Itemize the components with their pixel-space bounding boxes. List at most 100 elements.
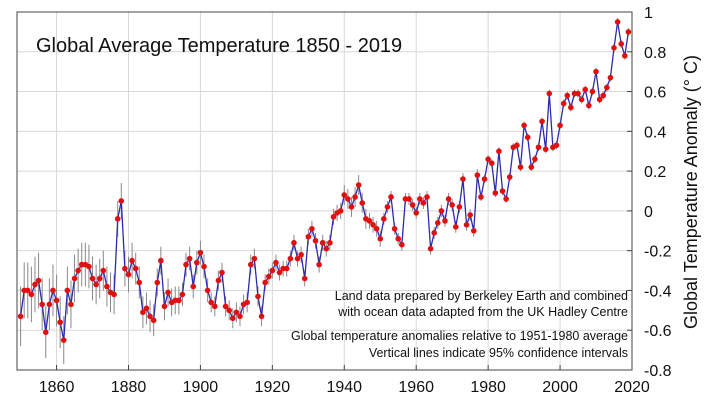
x-tick-label: 1940 — [326, 379, 362, 396]
data-point — [75, 267, 81, 274]
data-point — [197, 249, 204, 256]
data-point — [391, 225, 398, 232]
data-point — [316, 261, 322, 268]
data-point — [532, 156, 538, 162]
data-point — [355, 182, 362, 188]
data-point — [528, 164, 535, 170]
data-point — [406, 196, 412, 202]
data-point — [64, 287, 71, 294]
data-point — [50, 287, 56, 294]
data-point — [39, 301, 45, 308]
data-point — [179, 291, 186, 298]
data-point — [438, 208, 445, 214]
data-point — [68, 301, 74, 308]
data-point — [341, 192, 348, 198]
data-point — [481, 176, 488, 182]
data-point — [452, 224, 459, 230]
data-point — [470, 227, 477, 234]
data-point — [535, 144, 542, 151]
annotation-line-3: Global temperature anomalies relative to… — [291, 329, 628, 343]
data-point — [42, 329, 49, 336]
data-point — [345, 196, 351, 202]
data-point — [596, 96, 603, 103]
data-point — [607, 74, 614, 81]
y-tick-label: -0.4 — [644, 283, 672, 300]
data-point — [506, 174, 513, 180]
data-point — [118, 198, 125, 204]
data-point — [71, 275, 78, 282]
data-point — [352, 194, 358, 200]
data-point — [305, 233, 312, 240]
data-point — [301, 275, 308, 282]
data-point — [244, 299, 250, 306]
data-point — [427, 245, 434, 252]
y-tick-label: 1 — [644, 5, 653, 22]
data-point — [114, 216, 121, 222]
data-point — [330, 214, 337, 220]
data-point — [417, 196, 423, 202]
x-tick-label: 1860 — [39, 379, 75, 396]
data-point — [186, 255, 193, 262]
data-point — [183, 261, 189, 268]
data-point — [233, 309, 240, 316]
data-point — [251, 255, 258, 262]
data-point — [273, 259, 279, 266]
data-point — [381, 216, 387, 222]
data-point — [57, 319, 63, 326]
data-point — [291, 239, 297, 246]
data-point — [409, 202, 416, 208]
data-point — [190, 283, 197, 290]
data-point — [524, 134, 531, 141]
data-point — [158, 257, 164, 264]
data-point — [294, 255, 301, 262]
data-point — [445, 196, 452, 202]
y-tick-label: -0.2 — [644, 244, 672, 261]
data-point — [208, 299, 215, 306]
x-tick-label: 1960 — [398, 379, 434, 396]
data-point — [53, 297, 60, 304]
data-point — [366, 218, 373, 224]
data-point — [323, 245, 330, 252]
y-axis-label: Global Temperature Anomaly (° C) — [681, 55, 701, 329]
data-point — [147, 313, 153, 320]
x-tick-label: 1980 — [470, 379, 506, 396]
data-point — [212, 303, 218, 310]
data-point — [499, 188, 506, 194]
data-point — [104, 283, 110, 290]
data-point — [467, 212, 473, 218]
data-point — [86, 263, 92, 270]
data-point — [560, 100, 567, 107]
data-point — [287, 255, 294, 262]
data-point — [359, 200, 366, 206]
data-point — [521, 122, 527, 129]
data-point — [496, 148, 502, 155]
y-tick-label: 0.8 — [644, 45, 666, 62]
data-point — [219, 269, 225, 276]
data-point — [456, 204, 463, 210]
data-point — [237, 313, 243, 320]
data-point — [546, 90, 553, 97]
data-point — [258, 313, 265, 320]
data-point — [32, 281, 38, 288]
x-tick-label: 1920 — [255, 379, 291, 396]
annotation-line-1: Land data prepared by Berkeley Earth and… — [335, 289, 628, 303]
data-point — [557, 122, 563, 129]
data-point — [413, 210, 420, 216]
data-point — [89, 275, 96, 282]
data-point — [399, 241, 405, 248]
data-point — [373, 225, 380, 232]
x-tick-label: 2020 — [614, 379, 650, 396]
data-point — [100, 267, 107, 274]
data-point — [614, 19, 621, 25]
data-point — [539, 118, 545, 125]
data-point — [229, 315, 236, 322]
data-point — [485, 156, 491, 162]
data-point — [600, 92, 607, 99]
annotation-line-2: with ocean data adapted from the UK Hadl… — [337, 305, 628, 319]
data-point — [492, 190, 499, 196]
data-point — [564, 92, 571, 99]
data-point — [424, 194, 430, 200]
data-point — [283, 265, 290, 272]
data-point — [269, 267, 276, 274]
